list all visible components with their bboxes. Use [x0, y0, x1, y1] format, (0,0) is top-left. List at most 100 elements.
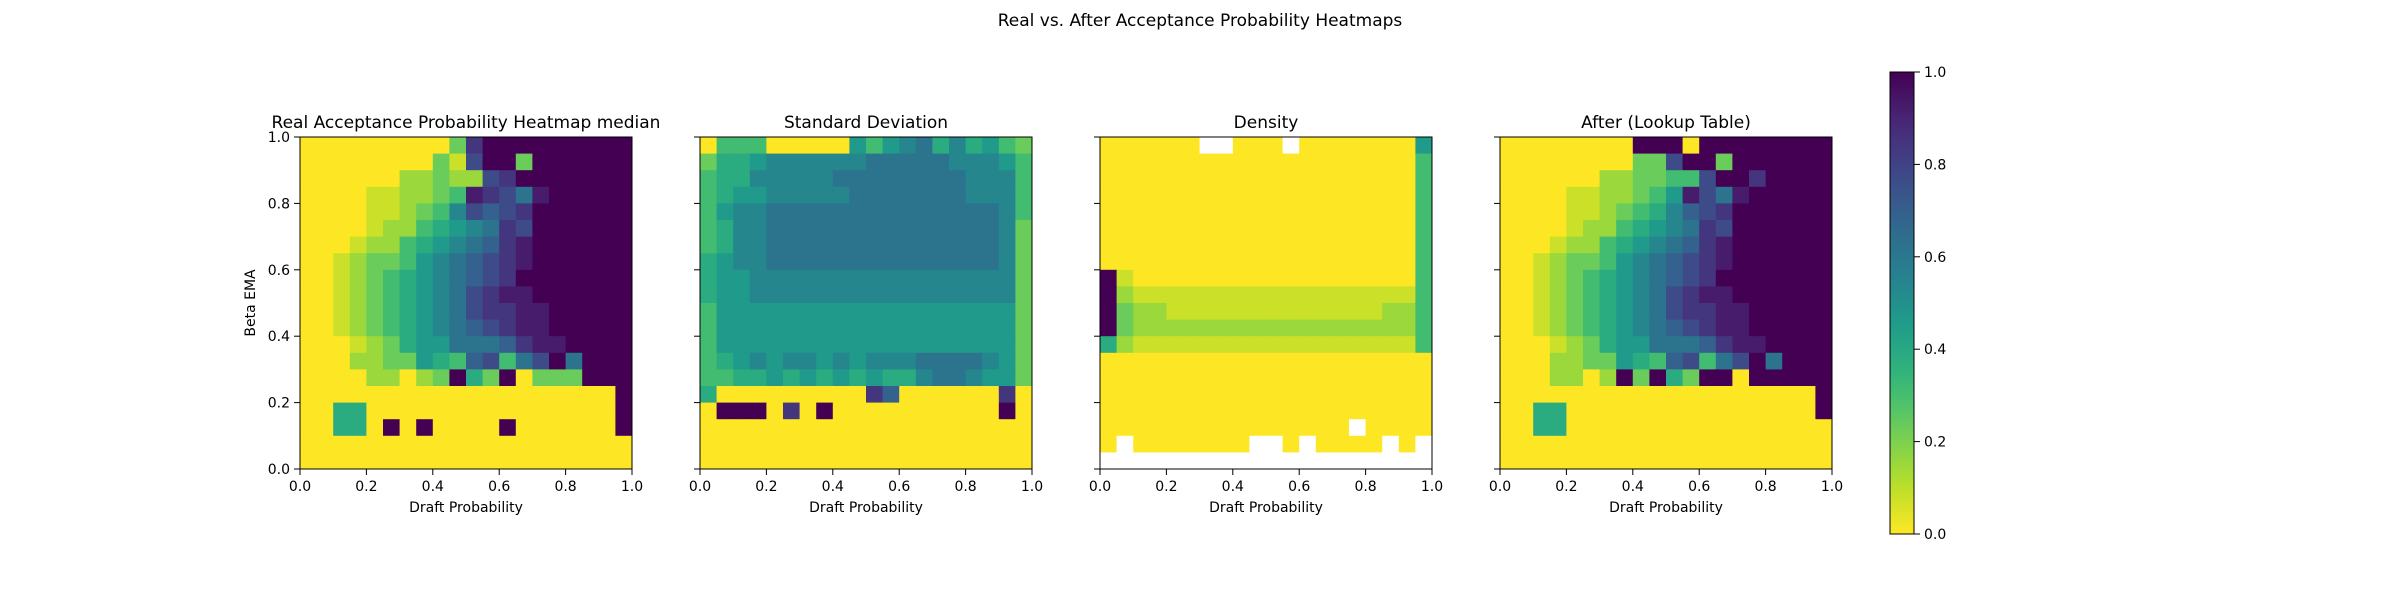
- heatmap-cell: [1666, 419, 1683, 437]
- heatmap-cell: [1232, 386, 1250, 403]
- heatmap-cell: [466, 269, 483, 287]
- heatmap-cell: [1732, 236, 1750, 254]
- heatmap-cell: [1549, 203, 1567, 221]
- heatmap-cell: [1382, 203, 1400, 221]
- heatmap-cell: [949, 286, 966, 304]
- heatmap-cell: [1599, 435, 1617, 453]
- heatmap-cell: [1183, 435, 1200, 453]
- heatmap-cell: [449, 352, 467, 370]
- heatmap-cell: [766, 402, 784, 420]
- heatmap-cell: [582, 269, 600, 287]
- heatmap-cell: [1133, 236, 1151, 254]
- heatmap-cell: [849, 220, 867, 237]
- heatmap-cell: [515, 137, 533, 154]
- heatmap-cell: [1649, 186, 1667, 204]
- heatmap-cell: [1332, 319, 1350, 337]
- heatmap-cell: [832, 336, 850, 354]
- heatmap-cell: [998, 220, 1016, 237]
- heatmap-cell: [565, 452, 583, 470]
- heatmap-cell: [1149, 170, 1167, 188]
- heatmap-cell: [1266, 419, 1283, 437]
- heatmap-cell: [466, 303, 483, 320]
- heatmap-cell: [1632, 452, 1650, 470]
- heatmap-cell: [1500, 153, 1517, 171]
- heatmap-cell: [1782, 186, 1800, 204]
- heatmap-cell: [499, 220, 517, 237]
- heatmap-cell: [766, 203, 784, 221]
- heatmap-cell: [333, 286, 351, 304]
- heatmap-cell: [1533, 236, 1551, 254]
- heatmap-cell: [1315, 286, 1333, 304]
- heatmap-cell: [1249, 435, 1267, 453]
- heatmap-cell: [1682, 303, 1700, 320]
- heatmap-cell: [316, 303, 334, 320]
- heatmap-cell: [982, 386, 1000, 403]
- heatmap-cell: [300, 402, 317, 420]
- heatmap-cell: [349, 286, 367, 304]
- heatmap-cell: [1699, 319, 1717, 337]
- colorbar-tick-label: 0.4: [1924, 342, 1946, 358]
- heatmap-cell: [383, 153, 400, 171]
- heatmap-cell: [1015, 137, 1033, 154]
- heatmap-cell: [1682, 336, 1700, 354]
- heatmap-cell: [1549, 236, 1567, 254]
- heatmap-cell: [1682, 186, 1700, 204]
- heatmap-cell: [1715, 369, 1733, 387]
- heatmap-cell: [1798, 220, 1816, 237]
- heatmap-cell: [749, 303, 767, 320]
- heatmap-cell: [1782, 386, 1800, 403]
- heatmap-cell: [499, 286, 517, 304]
- heatmap-cell: [1349, 369, 1366, 387]
- heatmap-cell: [582, 203, 600, 221]
- heatmap-cell: [1516, 386, 1534, 403]
- heatmap-cell: [1583, 220, 1600, 237]
- heatmap-cell: [998, 303, 1016, 320]
- heatmap-cell: [1500, 186, 1517, 204]
- heatmap-cell: [932, 220, 950, 237]
- heatmap-cell: [915, 386, 933, 403]
- heatmap-cell: [333, 319, 351, 337]
- heatmap-cell: [1183, 186, 1200, 204]
- heatmap-cell: [1166, 336, 1184, 354]
- heatmap-cell: [1732, 336, 1750, 354]
- heatmap-cell: [1599, 402, 1617, 420]
- heatmap-cell: [766, 419, 784, 437]
- heatmap-cell: [482, 369, 500, 387]
- x-tick-label: 1.0: [1821, 479, 1843, 495]
- heatmap-cell: [915, 220, 933, 237]
- heatmap-cell: [1282, 452, 1300, 470]
- heatmap-cell: [982, 435, 1000, 453]
- heatmap-cell: [1282, 186, 1300, 204]
- heatmap-cell: [1616, 419, 1634, 437]
- heatmap-cell: [1299, 220, 1317, 237]
- heatmap-cell: [1015, 386, 1033, 403]
- heatmap-cell: [783, 186, 800, 204]
- heatmap-cell: [1232, 452, 1250, 470]
- heatmap-cell: [1398, 386, 1416, 403]
- heatmap-cell: [998, 386, 1016, 403]
- heatmap-cell: [982, 319, 1000, 337]
- heatmap-cell: [1500, 236, 1517, 254]
- heatmap-cell: [915, 236, 933, 254]
- heatmap-cell: [700, 303, 717, 320]
- y-axis-label: Beta EMA: [243, 269, 259, 337]
- heatmap-cell: [499, 352, 517, 370]
- x-tick-label: 0.2: [1155, 479, 1177, 495]
- heatmap-cell: [349, 220, 367, 237]
- heatmap-cell: [1315, 153, 1333, 171]
- heatmap-cell: [1500, 352, 1517, 370]
- heatmap-cell: [300, 137, 317, 154]
- heatmap-cell: [1782, 319, 1800, 337]
- heatmap-cell: [1166, 352, 1184, 370]
- heatmap-cell: [899, 336, 917, 354]
- heatmap-cell: [1266, 269, 1283, 287]
- heatmap-cell: [766, 435, 784, 453]
- heatmap-cell: [1015, 253, 1033, 271]
- heatmap-cell: [399, 352, 417, 370]
- heatmap-cell: [799, 336, 817, 354]
- heatmap-cell: [565, 386, 583, 403]
- heatmap-cell: [766, 170, 784, 188]
- heatmap-cell: [716, 137, 734, 154]
- heatmap-cell: [1765, 435, 1783, 453]
